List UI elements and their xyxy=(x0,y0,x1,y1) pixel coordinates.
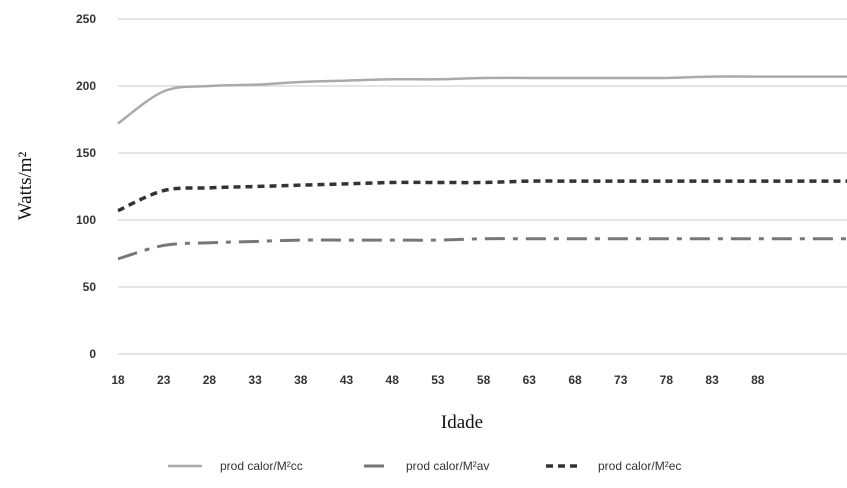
series-line-2 xyxy=(117,179,847,213)
x-tick-label: 18 xyxy=(111,373,125,387)
x-tick-label: 88 xyxy=(751,373,765,387)
y-tick-label: 150 xyxy=(76,146,96,160)
y-tick-labels: 0 50 100 150 200 250 xyxy=(76,12,96,361)
x-tick-label: 23 xyxy=(157,373,171,387)
x-axis-label: Idade xyxy=(441,412,483,433)
series-line-0 xyxy=(117,75,847,125)
x-tick-label: 63 xyxy=(523,373,537,387)
x-tick-label: 58 xyxy=(477,373,491,387)
y-tick-label: 50 xyxy=(83,280,97,294)
legend-label-2: prod calor/M²ec xyxy=(598,459,681,473)
y-axis-label: Watts/m² xyxy=(15,151,36,220)
legend: prod calor/M²cc prod calor/M²av prod calor… xyxy=(168,459,681,473)
x-tick-label: 28 xyxy=(203,373,217,387)
x-tick-label: 43 xyxy=(340,373,354,387)
series-line-1 xyxy=(117,237,847,261)
x-tick-label: 68 xyxy=(568,373,582,387)
x-tick-labels: 18 23 28 33 38 43 48 53 58 63 68 73 78 83 88 xyxy=(111,373,764,387)
y-tick-label: 250 xyxy=(76,12,96,26)
y-tick-label: 200 xyxy=(76,79,96,93)
y-tick-label: 100 xyxy=(76,213,96,227)
x-tick-label: 38 xyxy=(294,373,308,387)
x-tick-label: 83 xyxy=(705,373,719,387)
series-lines xyxy=(117,75,847,261)
x-tick-label: 73 xyxy=(614,373,628,387)
x-tick-label: 33 xyxy=(248,373,262,387)
y-tick-label: 0 xyxy=(89,347,96,361)
x-tick-label: 48 xyxy=(386,373,400,387)
legend-label-1: prod calor/M²av xyxy=(406,459,489,473)
legend-label-0: prod calor/M²cc xyxy=(220,459,303,473)
x-tick-label: 78 xyxy=(660,373,674,387)
x-tick-label: 53 xyxy=(431,373,445,387)
